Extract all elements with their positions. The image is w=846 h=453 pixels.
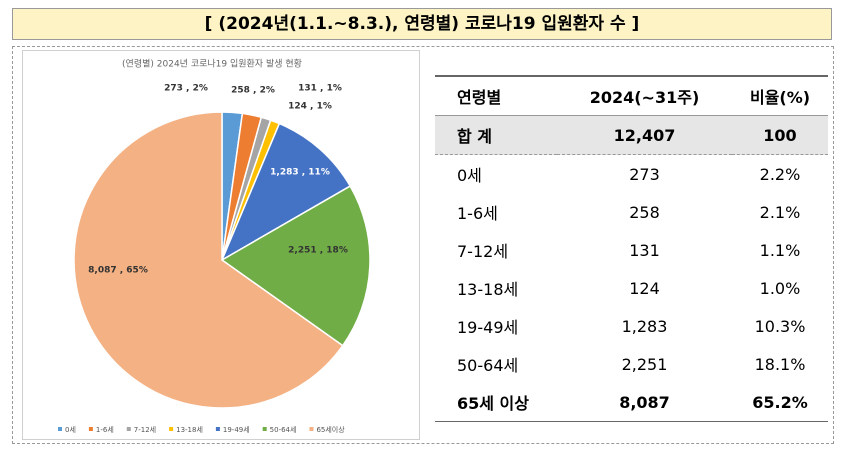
table-cell: 273 <box>629 164 660 184</box>
legend-label: 65세이상 <box>316 425 345 434</box>
legend-marker <box>58 427 62 431</box>
data-label: 1,283 , 11% <box>270 168 330 178</box>
data-label: 131 , 1% <box>298 84 342 94</box>
data-label: 2,251 , 18% <box>288 246 348 256</box>
data-label: 273 , 2% <box>164 84 208 94</box>
table-cell: 2,251 <box>621 354 668 374</box>
header-cell: 연령별 <box>435 75 557 116</box>
legend-label: 1-6세 <box>96 425 114 434</box>
header-cell: 비율(%) <box>731 75 828 116</box>
pie-slice <box>220 122 352 262</box>
table-cell: 124 <box>629 278 660 298</box>
table-row: 합 계 12,407 100 <box>435 115 828 155</box>
pie-slice <box>73 111 344 409</box>
pie-slice <box>220 185 371 347</box>
table-cell: 65.2% <box>731 383 828 422</box>
table-cell: 0세 <box>457 166 482 185</box>
table-cell: 7-12세 <box>457 242 509 261</box>
table-row: 65세 이상 8,087 65.2% <box>435 383 828 422</box>
table-row: 13-18세 124 1.0% <box>435 269 828 307</box>
legend-label: 7-12세 <box>134 425 156 434</box>
table-row: 19-49세 1,283 10.3% <box>435 307 828 345</box>
table-cell: 19-49세 <box>457 318 519 337</box>
legend-marker <box>126 427 131 431</box>
chart: (연령별) 2024년 코로나19 입원환자 발생 현황 273 , 2% 258… <box>22 50 420 440</box>
table-row: 1-6세 258 2.1% <box>435 193 828 231</box>
table-cell: 2.2% <box>759 164 801 184</box>
table-row: 50-64세 2,251 18.1% <box>435 345 828 383</box>
table-cell: 18.1% <box>754 354 806 374</box>
table-cell: 50-64세 <box>457 356 519 375</box>
table-row: 7-12세 131 1.1% <box>435 231 828 269</box>
legend-marker <box>88 427 93 431</box>
frame <box>12 46 834 444</box>
table-cell: 258 <box>629 202 660 222</box>
legend-marker <box>169 427 174 431</box>
data-label: 124 , 1% <box>288 102 332 112</box>
legend-label: 19-49세 <box>223 425 250 434</box>
legend-label: 50-64세 <box>270 425 297 434</box>
data-label: 8,087 , 65% <box>88 266 148 276</box>
data-label: 258 , 2% <box>231 86 275 96</box>
table-row: 0세 273 2.2% <box>435 155 828 194</box>
table-cell: 65세 이상 <box>435 383 557 422</box>
table-cell: 1.1% <box>759 240 801 260</box>
legend-marker <box>262 427 267 431</box>
legend-label: 0세 <box>65 425 76 434</box>
table-cell: 8,087 <box>557 383 732 422</box>
table-cell: 2.1% <box>759 202 801 222</box>
table-cell: 100 <box>731 115 828 155</box>
page-title: [ (2024년(1.1.~8.3.), 연령별) 코로나19 입원환자 수 ] <box>12 8 832 40</box>
table-cell: 13-18세 <box>457 280 519 299</box>
table-cell: 131 <box>629 240 660 260</box>
header-row: 연령별 2024(~31주) 비율(%) <box>435 75 828 116</box>
table-cell: 합 계 <box>435 115 557 155</box>
table-cell: 1-6세 <box>457 204 498 223</box>
chart-title: (연령별) 2024년 코로나19 입원환자 발생 현황 <box>122 58 302 70</box>
legend-marker <box>309 427 314 431</box>
table-cell: 10.3% <box>754 316 806 336</box>
header-cell: 2024(~31주) <box>557 75 732 116</box>
table: 연령별 2024(~31주) 비율(%) 합 계 12,407 100 0세 273 2.2% 1… <box>435 75 828 422</box>
legend-label: 13-18세 <box>176 425 203 434</box>
table-cell: 12,407 <box>557 115 732 155</box>
legend-marker <box>215 427 220 431</box>
table-cell: 1,283 <box>621 316 668 336</box>
table-cell: 1.0% <box>759 278 801 298</box>
